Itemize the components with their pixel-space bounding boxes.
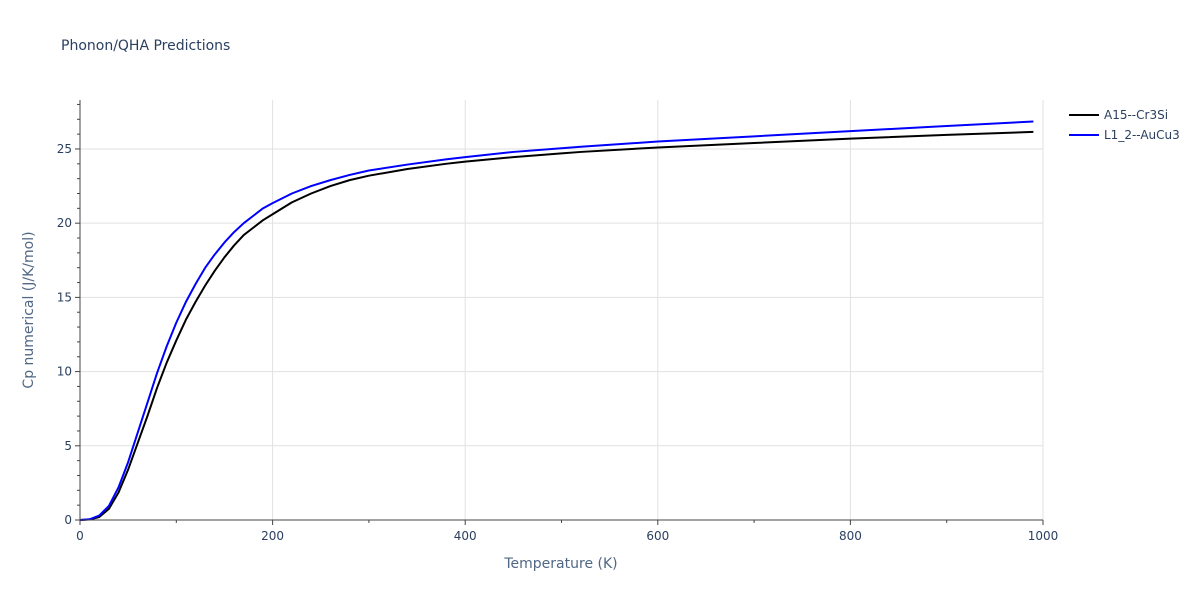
x-tick-label: 400 — [454, 529, 477, 543]
y-tick-labels: 0 5 10 15 20 25 — [57, 142, 72, 527]
x-tick-label: 600 — [646, 529, 669, 543]
x-tick-label: 0 — [76, 529, 84, 543]
x-tick-label: 800 — [839, 529, 862, 543]
y-tick-label: 5 — [64, 439, 72, 453]
x-tick-label: 1000 — [1028, 529, 1059, 543]
y-axis-title: Cp numerical (J/K/mol) — [21, 231, 37, 388]
series-line-1 — [79, 130, 1034, 521]
axes — [75, 100, 1044, 525]
y-tick-label: 15 — [57, 290, 72, 304]
x-tick-labels: 0 200 400 600 800 1000 — [76, 529, 1058, 543]
legend-label: L1_2--AuCu3 — [1104, 128, 1180, 142]
series-line-2 — [79, 120, 1034, 521]
legend-label: A15--Cr3Si — [1104, 108, 1168, 122]
series-lines — [79, 120, 1034, 521]
y-tick-label: 20 — [57, 216, 72, 230]
legend[interactable]: A15--Cr3Si L1_2--AuCu3 — [1069, 108, 1180, 142]
legend-item-2[interactable]: L1_2--AuCu3 — [1069, 128, 1180, 142]
x-tick-label: 200 — [261, 529, 284, 543]
legend-item-1[interactable]: A15--Cr3Si — [1069, 108, 1168, 122]
chart-title: Phonon/QHA Predictions — [61, 38, 230, 54]
y-tick-label: 0 — [64, 513, 72, 527]
x-axis-title: Temperature (K) — [503, 556, 617, 572]
y-tick-label: 25 — [57, 142, 72, 156]
y-tick-label: 10 — [57, 365, 72, 379]
grid — [80, 100, 1044, 520]
